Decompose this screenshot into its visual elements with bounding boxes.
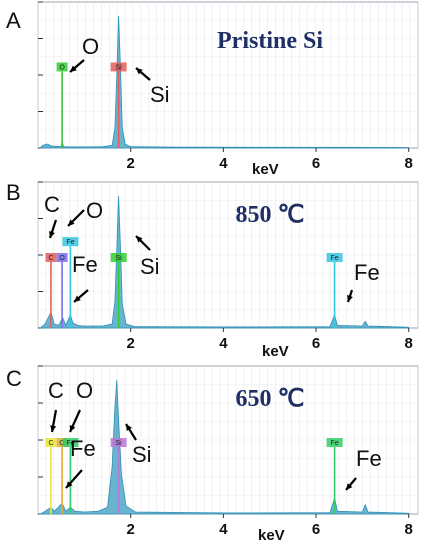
arrow-head	[69, 425, 76, 432]
arrow-head	[50, 425, 57, 432]
peak-tag-text: O	[59, 440, 65, 447]
x-tick-label: 8	[405, 335, 413, 352]
x-axis-label: keV	[262, 343, 289, 360]
peak-tag-c	[45, 253, 57, 262]
peak-tag-c	[45, 438, 57, 447]
x-axis-label: keV	[252, 161, 279, 178]
spectrum-area	[39, 195, 410, 329]
peak-tag-fe	[62, 438, 79, 447]
arrow-head	[347, 295, 353, 302]
arrow-head	[66, 481, 73, 488]
peak-tag-text: C	[48, 440, 53, 447]
x-tick-label: 4	[219, 155, 228, 172]
peak-tag-fe	[326, 438, 343, 447]
peak-tag-text: Si	[116, 440, 123, 447]
arrow-head	[49, 231, 55, 238]
arrow-head	[136, 68, 143, 75]
peak-tag-si	[110, 62, 127, 72]
panel-title: 650 ℃	[236, 386, 305, 412]
panel-title: Pristine Si	[217, 28, 323, 54]
peak-tag-text: Si	[116, 255, 123, 262]
x-tick-label: 8	[405, 521, 413, 538]
arrow-head	[68, 219, 75, 226]
arrow-head	[70, 65, 77, 72]
x-tick-label: 4	[219, 521, 228, 538]
peak-tag-text: Fe	[66, 440, 74, 447]
peak-tag-text: Fe	[66, 239, 74, 246]
element-label-c: C	[44, 192, 60, 217]
arrow-head	[136, 236, 143, 243]
peak-tag-o	[56, 62, 68, 72]
x-tick-label: 2	[127, 335, 135, 352]
element-label-si: Si	[150, 82, 170, 107]
element-label-c: C	[48, 378, 64, 403]
element-label-o: O	[82, 34, 99, 59]
x-tick-label: 4	[219, 335, 228, 352]
arrow-head	[346, 483, 353, 490]
element-label-si: Si	[132, 442, 152, 467]
peak-tag-o	[56, 438, 68, 447]
x-tick-label: 6	[312, 521, 320, 538]
peak-tag-si	[110, 253, 127, 262]
peak-tag-fe	[62, 237, 79, 247]
element-label-o: O	[76, 378, 93, 403]
element-label-si: Si	[140, 254, 160, 279]
peak-tag-text: C	[48, 255, 53, 262]
panel-letter: B	[6, 180, 21, 205]
element-label-fe: Fe	[70, 436, 96, 461]
arrow-head	[74, 295, 81, 302]
panel-a: O Si 2 4 6 8 keV A Pristine Si O Si	[6, 1, 419, 178]
panel-title: 850 ℃	[236, 202, 305, 228]
x-tick-label: 8	[405, 155, 413, 172]
x-axis-label: keV	[258, 527, 285, 544]
x-tick-label: 2	[127, 155, 135, 172]
spectrum-area	[39, 15, 410, 149]
arrow-head	[126, 424, 132, 431]
x-tick-label: 2	[127, 521, 135, 538]
element-label-fe: Fe	[72, 252, 98, 277]
peak-tag-text: Fe	[330, 255, 338, 262]
element-label-fe: Fe	[356, 446, 382, 471]
peak-tag-o	[56, 253, 68, 262]
peak-tag-si	[110, 438, 127, 447]
peak-tag-fe	[326, 253, 343, 262]
peak-tag-text: Fe	[330, 440, 338, 447]
peak-tag-text: O	[59, 64, 65, 71]
panel-letter: A	[6, 8, 21, 33]
element-label-o: O	[86, 198, 103, 223]
x-tick-label: 6	[312, 155, 320, 172]
peak-tag-text: Si	[116, 64, 123, 71]
element-label-fe: Fe	[354, 260, 380, 285]
x-tick-label: 6	[312, 335, 320, 352]
panel-letter: C	[6, 366, 22, 391]
peak-tag-text: O	[59, 255, 65, 262]
